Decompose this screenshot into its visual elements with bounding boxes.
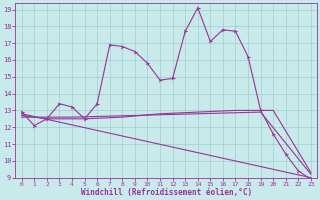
X-axis label: Windchill (Refroidissement éolien,°C): Windchill (Refroidissement éolien,°C)	[81, 188, 252, 197]
